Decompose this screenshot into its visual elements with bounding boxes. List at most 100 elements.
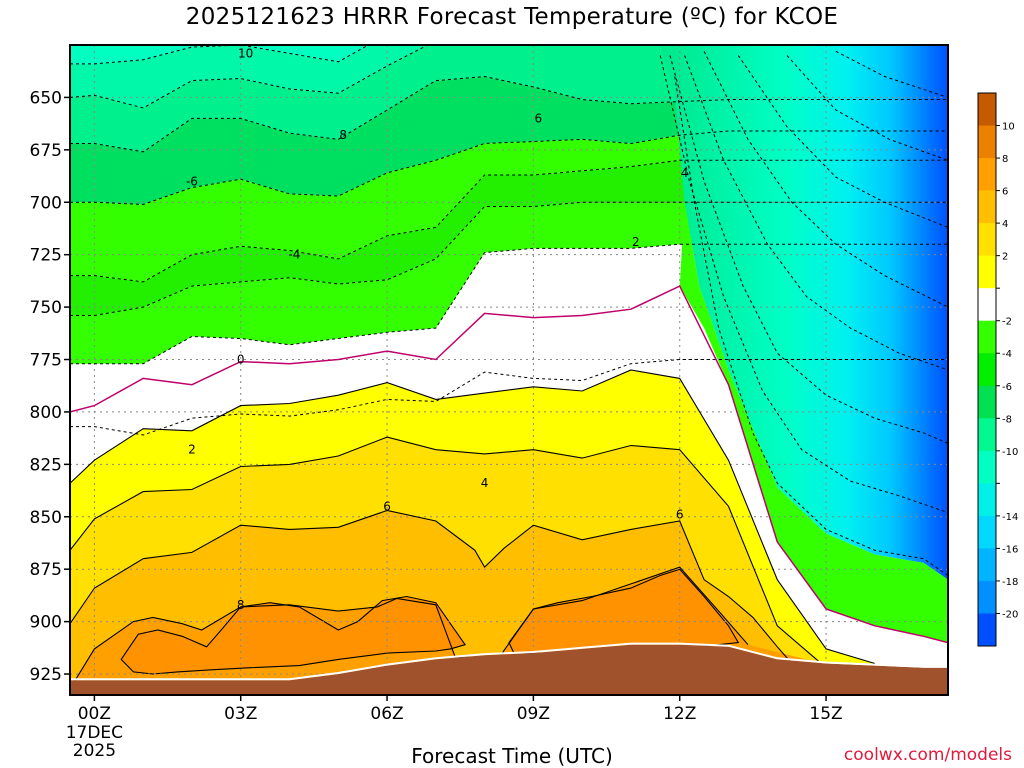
colorbar-tick-label: 6 bbox=[1002, 187, 1008, 198]
y-tick-label: 725 bbox=[30, 246, 62, 266]
contour-label-text: 4 bbox=[681, 166, 689, 180]
chart-title: 2025121623 HRRR Forecast Temperature (ºC… bbox=[185, 4, 839, 30]
colorbar-swatch bbox=[978, 190, 996, 224]
contour-label: 8 bbox=[237, 598, 245, 612]
colorbar-tick-label: 8 bbox=[1002, 154, 1008, 165]
colorbar-swatch bbox=[978, 320, 996, 354]
y-tick-label: 750 bbox=[30, 298, 62, 318]
plot-frame bbox=[69, 44, 949, 696]
colorbar-swatch bbox=[978, 93, 996, 127]
isotherm--2 bbox=[70, 243, 948, 365]
contour-label-text: -4 bbox=[288, 248, 300, 262]
contour-label: 4 bbox=[481, 476, 489, 490]
colorbar-swatch bbox=[978, 483, 996, 517]
isotherm-4 bbox=[70, 130, 948, 205]
colorbar-swatch bbox=[978, 580, 996, 614]
y-tick-label: 825 bbox=[30, 455, 62, 475]
contour-label-text: 6 bbox=[383, 499, 391, 513]
colorbar-swatch bbox=[978, 223, 996, 257]
wedge-isotherm-4 bbox=[703, 51, 948, 308]
colorbar-tick-label: -8 bbox=[1002, 414, 1012, 425]
colorbar-tick-label: 4 bbox=[1002, 219, 1008, 230]
x-tick-label: 12Z bbox=[663, 704, 696, 724]
wedge-isotherm-3 bbox=[684, 55, 948, 371]
y-tick-label: 650 bbox=[30, 88, 62, 108]
isotherm-2 bbox=[70, 159, 948, 283]
wedge-isotherm-0 bbox=[674, 76, 948, 576]
wedge-isotherm-6 bbox=[786, 55, 948, 161]
y-tick-label: 800 bbox=[30, 403, 62, 423]
wedge-isotherm-5 bbox=[737, 55, 948, 228]
colorbar-tick-label: -10 bbox=[1002, 447, 1018, 458]
near-zero-fill bbox=[70, 286, 948, 664]
colorbar-tick-label: -6 bbox=[1002, 382, 1012, 393]
contour-label-text: 2 bbox=[188, 443, 196, 457]
warm-isotherm-2 bbox=[70, 369, 875, 665]
contour-label: 10 bbox=[238, 46, 253, 60]
terrain-edge bbox=[70, 642, 948, 681]
colorbar-swatch bbox=[978, 515, 996, 549]
zero-isotherm bbox=[70, 285, 948, 644]
colorbar-tick-label: -2 bbox=[1002, 317, 1012, 328]
x-axis-title: Forecast Time (UTC) bbox=[411, 744, 613, 768]
contour-label: 6 bbox=[534, 111, 542, 125]
cold-fill-10 bbox=[70, 45, 428, 108]
contour-label: 0 bbox=[237, 353, 245, 367]
colorbar-tick-label: -16 bbox=[1002, 544, 1018, 555]
colorbar-frame bbox=[977, 92, 997, 647]
contour-label-text: 6 bbox=[534, 111, 542, 125]
contour-label: 8 bbox=[339, 128, 347, 142]
x-tick-label: 15Z bbox=[809, 704, 842, 724]
contour-label: 4 bbox=[681, 166, 689, 180]
isotherm-8 bbox=[70, 45, 429, 109]
contour-label-text: 0 bbox=[237, 353, 245, 367]
y-tick-label: 875 bbox=[30, 560, 62, 580]
y-tick-label: 675 bbox=[30, 141, 62, 161]
contour-label-text: -6 bbox=[186, 174, 198, 188]
credit-link[interactable]: coolwx.com/models bbox=[843, 745, 1012, 765]
isotherm-6 bbox=[70, 75, 948, 153]
wedge-isotherm-1 bbox=[659, 55, 948, 514]
colorbar-swatch bbox=[978, 353, 996, 387]
colorbar-tick-label: -18 bbox=[1002, 577, 1018, 588]
x-date-label: 2025 bbox=[73, 741, 116, 761]
warm-cell-0 bbox=[120, 595, 466, 675]
y-tick-label: 925 bbox=[30, 665, 62, 685]
cold-wedge-fill bbox=[660, 45, 948, 580]
colorbar: 10 8 6 4 2 -2 -4 -6 -8 -10 -14 -16 -18 -20 bbox=[977, 92, 1018, 647]
colorbar-swatch bbox=[978, 125, 996, 159]
contour-label-text: 2 bbox=[632, 235, 640, 249]
wedge-green-fill bbox=[679, 202, 948, 643]
isotherm-0 bbox=[70, 201, 948, 316]
warm-isotherm-4 bbox=[70, 436, 827, 669]
contour-label: 6 bbox=[676, 508, 684, 522]
cold-fill-4 bbox=[70, 131, 948, 282]
colorbar-tick-label: -20 bbox=[1002, 609, 1018, 620]
warm-isotherm-6 bbox=[70, 509, 793, 664]
contour-label: 6 bbox=[383, 499, 391, 513]
x-tick-label: 00Z bbox=[78, 704, 111, 724]
contour-label-text: 8 bbox=[339, 128, 347, 142]
plot-layer: 10 8 6 -6 4 -4 2 0 2 4 6 6 8 bbox=[70, 45, 948, 695]
colorbar-swatch bbox=[978, 158, 996, 192]
y-tick-label: 900 bbox=[30, 613, 62, 633]
y-tick-label: 700 bbox=[30, 193, 62, 213]
wedge-isotherm-7 bbox=[835, 50, 948, 98]
contour-label: -6 bbox=[186, 174, 198, 188]
contour-label-text: 10 bbox=[238, 46, 253, 60]
colorbar-swatch bbox=[978, 450, 996, 484]
colorbar-swatch bbox=[978, 613, 996, 647]
isotherm--4 bbox=[70, 359, 948, 436]
y-tick-label: 775 bbox=[30, 351, 62, 371]
y-tick-label: 850 bbox=[30, 508, 62, 528]
contour-label: -4 bbox=[288, 248, 300, 262]
x-tick-label: 09Z bbox=[517, 704, 550, 724]
contour-label-text: 6 bbox=[676, 508, 684, 522]
colorbar-swatch bbox=[978, 288, 996, 322]
colorbar-swatch bbox=[978, 418, 996, 452]
colorbar-tick-label: -4 bbox=[1002, 349, 1012, 360]
contour-label: 2 bbox=[632, 235, 640, 249]
warm-isotherm-8 bbox=[70, 566, 749, 689]
wedge-isotherm-2 bbox=[669, 55, 948, 444]
